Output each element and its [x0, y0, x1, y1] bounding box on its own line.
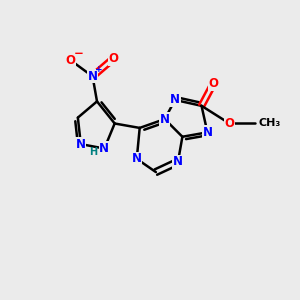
Text: N: N: [170, 93, 180, 106]
Text: −: −: [74, 47, 84, 60]
Text: O: O: [108, 52, 118, 65]
Text: N: N: [76, 138, 86, 151]
Text: O: O: [208, 77, 218, 90]
Text: N: N: [160, 112, 170, 126]
Text: N: N: [132, 152, 142, 165]
Text: O: O: [224, 117, 235, 130]
Text: O: O: [65, 54, 76, 67]
Text: CH₃: CH₃: [259, 118, 281, 128]
Text: N: N: [173, 155, 183, 168]
Text: N: N: [99, 142, 110, 155]
Text: +: +: [95, 65, 103, 74]
Text: N: N: [202, 126, 212, 139]
Text: H: H: [89, 147, 97, 157]
Text: N: N: [88, 70, 98, 83]
